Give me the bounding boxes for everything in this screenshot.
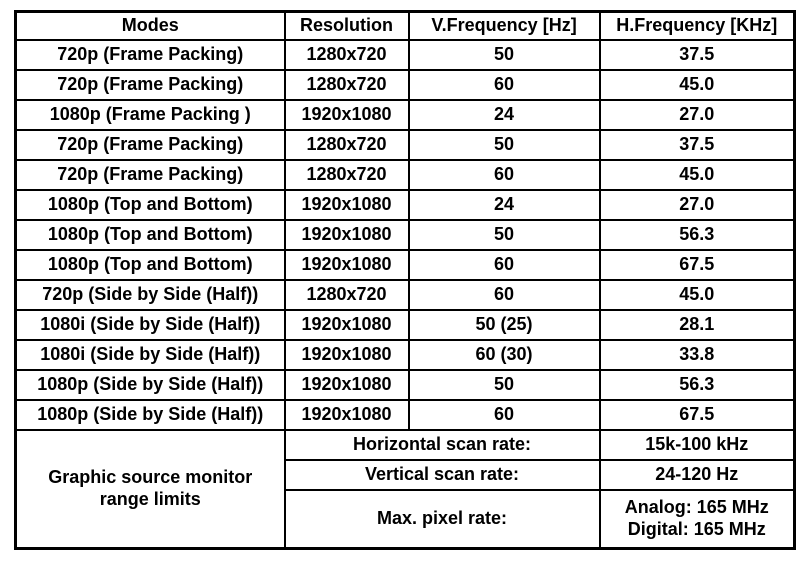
max-pixel-rate-value-cell: Analog: 165 MHz Digital: 165 MHz xyxy=(598,489,796,550)
h-frequency-cell: 28.1 xyxy=(598,309,796,341)
max-pixel-rate-digital: Digital: 165 MHz xyxy=(627,519,766,539)
mode-cell: 1080p (Side by Side (Half)) xyxy=(14,369,286,401)
table-row: 720p (Frame Packing) 1280x720 50 37.5 xyxy=(14,39,796,71)
resolution-cell: 1920x1080 xyxy=(283,399,410,431)
table-row: 1080p (Top and Bottom) 1920x1080 50 56.3 xyxy=(14,219,796,251)
table-row: 1080p (Top and Bottom) 1920x1080 60 67.5 xyxy=(14,249,796,281)
header-v-frequency: V.Frequency [Hz] xyxy=(407,10,601,41)
h-frequency-cell: 37.5 xyxy=(598,129,796,161)
h-frequency-cell: 67.5 xyxy=(598,249,796,281)
resolution-cell: 1280x720 xyxy=(283,129,410,161)
h-frequency-cell: 67.5 xyxy=(598,399,796,431)
h-frequency-cell: 27.0 xyxy=(598,189,796,221)
mode-cell: 1080p (Top and Bottom) xyxy=(14,219,286,251)
v-frequency-cell: 50 xyxy=(407,219,601,251)
h-frequency-cell: 45.0 xyxy=(598,69,796,101)
table-row: 1080p (Top and Bottom) 1920x1080 24 27.0 xyxy=(14,189,796,221)
resolution-cell: 1280x720 xyxy=(283,159,410,191)
mode-cell: 1080i (Side by Side (Half)) xyxy=(14,339,286,371)
mode-cell: 1080i (Side by Side (Half)) xyxy=(14,309,286,341)
scan-rate-value-cell: 24-120 Hz xyxy=(598,459,796,491)
v-frequency-cell: 60 xyxy=(407,279,601,311)
h-frequency-cell: 37.5 xyxy=(598,39,796,71)
table-row: 720p (Frame Packing) 1280x720 50 37.5 xyxy=(14,129,796,161)
v-frequency-cell: 60 (30) xyxy=(407,339,601,371)
v-frequency-cell: 60 xyxy=(407,159,601,191)
v-frequency-cell: 60 xyxy=(407,69,601,101)
h-frequency-cell: 56.3 xyxy=(598,219,796,251)
resolution-cell: 1920x1080 xyxy=(283,99,410,131)
v-frequency-cell: 50 xyxy=(407,129,601,161)
mode-cell: 720p (Frame Packing) xyxy=(14,129,286,161)
mode-cell: 720p (Side by Side (Half)) xyxy=(14,279,286,311)
table-row: 720p (Side by Side (Half)) 1280x720 60 4… xyxy=(14,279,796,311)
mode-cell: 720p (Frame Packing) xyxy=(14,69,286,101)
resolution-cell: 1920x1080 xyxy=(283,369,410,401)
table-row: 1080i (Side by Side (Half)) 1920x1080 60… xyxy=(14,339,796,371)
mode-cell: 1080p (Top and Bottom) xyxy=(14,189,286,221)
h-frequency-cell: 45.0 xyxy=(598,279,796,311)
max-pixel-rate-label-cell: Max. pixel rate: xyxy=(283,489,601,550)
resolution-cell: 1280x720 xyxy=(283,69,410,101)
table-row: 720p (Frame Packing) 1280x720 60 45.0 xyxy=(14,69,796,101)
resolution-cell: 1280x720 xyxy=(283,279,410,311)
resolution-cell: 1920x1080 xyxy=(283,339,410,371)
display-modes-table: Modes Resolution V.Frequency [Hz] H.Freq… xyxy=(14,10,796,550)
table-row: 1080p (Side by Side (Half)) 1920x1080 50… xyxy=(14,369,796,401)
table-row: 1080p (Side by Side (Half)) 1920x1080 60… xyxy=(14,399,796,431)
v-frequency-cell: 50 xyxy=(407,369,601,401)
header-resolution: Resolution xyxy=(283,10,410,41)
footer-row-vertical-scan: Vertical scan rate: 24-120 Hz xyxy=(16,459,796,491)
mode-cell: 1080p (Top and Bottom) xyxy=(14,249,286,281)
resolution-cell: 1920x1080 xyxy=(283,309,410,341)
v-frequency-cell: 60 xyxy=(407,399,601,431)
v-frequency-cell: 24 xyxy=(407,99,601,131)
header-modes: Modes xyxy=(14,10,286,41)
v-frequency-cell: 50 xyxy=(407,39,601,71)
resolution-cell: 1920x1080 xyxy=(283,219,410,251)
v-frequency-cell: 50 (25) xyxy=(407,309,601,341)
resolution-cell: 1280x720 xyxy=(283,39,410,71)
mode-cell: 720p (Frame Packing) xyxy=(14,39,286,71)
resolution-cell: 1920x1080 xyxy=(283,249,410,281)
scan-rate-label-cell: Vertical scan rate: xyxy=(283,459,601,491)
footer-row-horizontal-scan: Graphic source monitor range limits Hori… xyxy=(14,429,796,550)
header-h-frequency: H.Frequency [KHz] xyxy=(598,10,796,41)
table-header-row: Modes Resolution V.Frequency [Hz] H.Freq… xyxy=(14,10,796,41)
table-row: 720p (Frame Packing) 1280x720 60 45.0 xyxy=(14,159,796,191)
mode-cell: 720p (Frame Packing) xyxy=(14,159,286,191)
resolution-cell: 1920x1080 xyxy=(283,189,410,221)
v-frequency-cell: 60 xyxy=(407,249,601,281)
v-frequency-cell: 24 xyxy=(407,189,601,221)
footer-row-max-pixel: Max. pixel rate: Analog: 165 MHz Digital… xyxy=(16,489,796,550)
h-frequency-cell: 56.3 xyxy=(598,369,796,401)
footer-label-cell: Graphic source monitor range limits xyxy=(14,429,286,550)
scan-rate-value-cell: 15k-100 kHz xyxy=(598,429,796,461)
max-pixel-rate-analog: Analog: 165 MHz xyxy=(624,497,769,518)
scan-rate-label-cell: Horizontal scan rate: xyxy=(283,429,601,461)
table-row: 1080i (Side by Side (Half)) 1920x1080 50… xyxy=(14,309,796,341)
h-frequency-cell: 33.8 xyxy=(598,339,796,371)
h-frequency-cell: 27.0 xyxy=(598,99,796,131)
table-row: 1080p (Frame Packing ) 1920x1080 24 27.0 xyxy=(14,99,796,131)
mode-cell: 1080p (Frame Packing ) xyxy=(14,99,286,131)
h-frequency-cell: 45.0 xyxy=(598,159,796,191)
mode-cell: 1080p (Side by Side (Half)) xyxy=(14,399,286,431)
